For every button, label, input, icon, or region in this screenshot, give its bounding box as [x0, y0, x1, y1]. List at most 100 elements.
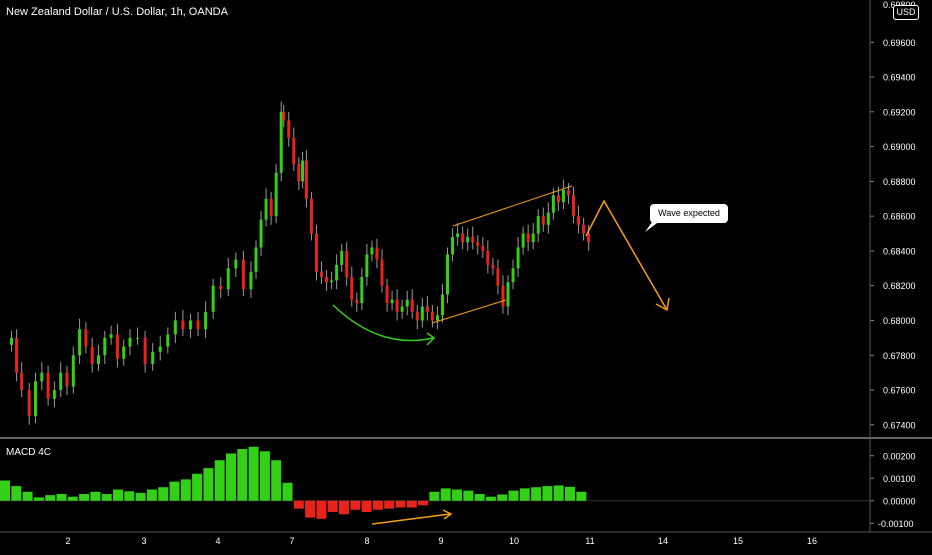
- candle-body: [109, 334, 113, 338]
- candle-body: [204, 311, 208, 330]
- candle-body: [211, 285, 215, 312]
- candle: [287, 111, 291, 147]
- candle-body: [143, 337, 147, 364]
- candle-body: [556, 195, 560, 203]
- candle-body: [546, 212, 550, 225]
- candle-body: [526, 233, 530, 243]
- macd-bar: [158, 487, 169, 501]
- time-tick-label: 16: [807, 536, 817, 546]
- candle-body: [78, 329, 82, 356]
- curved-arrow[interactable]: [332, 304, 434, 342]
- candle: [115, 323, 119, 368]
- candle: [410, 289, 414, 319]
- candle: [330, 271, 334, 290]
- macd-divergence-line[interactable]: [371, 513, 451, 525]
- channel-lower-line[interactable]: [431, 299, 507, 324]
- macd-bar: [452, 489, 462, 501]
- channel-upper-line[interactable]: [452, 185, 573, 227]
- macd-bar: [45, 495, 56, 501]
- candle-body: [577, 216, 581, 225]
- price-tick-label: 0.68200: [883, 281, 916, 291]
- candle-body: [173, 320, 177, 335]
- candle: [451, 228, 455, 262]
- candle: [536, 209, 540, 243]
- candle: [274, 163, 278, 224]
- candle: [128, 329, 132, 356]
- symbol-title: New Zealand Dollar / U.S. Dollar, 1h, OA…: [6, 6, 228, 18]
- candle: [496, 259, 500, 295]
- candle-body: [561, 190, 565, 203]
- macd-bar: [0, 480, 10, 501]
- candle-body: [511, 268, 515, 283]
- candle-body: [309, 198, 313, 234]
- time-axis[interactable]: 2 3 4 7 8 9 10 11 14 15 16: [65, 536, 817, 546]
- macd-bar: [406, 500, 417, 508]
- candle-body: [451, 237, 455, 255]
- price-tick-label: 0.68800: [883, 177, 916, 187]
- macd-bar: [113, 489, 123, 501]
- candle-body: [582, 224, 586, 234]
- candle: [340, 243, 344, 272]
- currency-badge[interactable]: USD: [893, 5, 919, 20]
- projected-wave-path[interactable]: [585, 199, 668, 311]
- candle: [40, 362, 44, 391]
- candle: [109, 325, 113, 345]
- price-tick-label: 0.67400: [883, 420, 916, 430]
- macd-bar: [124, 491, 135, 501]
- candle: [476, 235, 480, 255]
- candle: [511, 259, 515, 290]
- macd-layer: [0, 446, 870, 519]
- candle-body: [103, 337, 107, 356]
- candle-body: [15, 337, 19, 373]
- candle-body: [541, 216, 545, 225]
- candle-body: [360, 277, 364, 304]
- candle: [415, 304, 419, 330]
- candle-body: [304, 160, 308, 199]
- candle: [65, 365, 69, 396]
- candle: [350, 266, 354, 307]
- candle-body: [456, 233, 460, 238]
- candle: [345, 242, 349, 286]
- macd-axis[interactable]: 0.00200 0.00100 0.00000 -0.00100: [870, 451, 916, 529]
- candle: [292, 127, 296, 171]
- macd-bar: [372, 500, 383, 510]
- candle: [385, 278, 389, 312]
- candle: [425, 296, 429, 321]
- candle-body: [572, 195, 576, 217]
- macd-bar: [90, 491, 101, 501]
- macd-bar: [135, 492, 146, 501]
- candle: [158, 336, 162, 361]
- candle: [211, 278, 215, 319]
- candle-body: [486, 250, 490, 265]
- time-tick-label: 7: [289, 536, 294, 546]
- candle-body: [476, 242, 480, 246]
- candle: [196, 311, 200, 337]
- candle-body: [249, 271, 253, 290]
- candle-body: [375, 247, 379, 260]
- candle: [435, 306, 439, 330]
- candle-body: [400, 306, 404, 312]
- candle: [456, 223, 460, 246]
- candle-body: [330, 280, 334, 283]
- price-tick-label: 0.69000: [883, 142, 916, 152]
- candle-body: [46, 372, 50, 399]
- candles-layer: [10, 101, 591, 425]
- macd-bar: [339, 500, 349, 515]
- candle-body: [151, 351, 155, 364]
- candle-body: [65, 372, 69, 387]
- candle-body: [531, 233, 535, 243]
- candle-body: [566, 190, 570, 196]
- macd-bar: [214, 460, 225, 501]
- macd-bar: [271, 460, 282, 501]
- projected-wave-arrowhead: [655, 297, 670, 312]
- macd-bar: [56, 494, 67, 501]
- candle: [136, 327, 140, 345]
- candle-body: [188, 320, 192, 330]
- candle-body: [166, 334, 170, 347]
- candle: [587, 224, 591, 251]
- macd-divergence-arrowhead: [442, 509, 453, 520]
- wave-expected-callout: Wave expected: [650, 204, 728, 223]
- candle-body: [196, 320, 200, 330]
